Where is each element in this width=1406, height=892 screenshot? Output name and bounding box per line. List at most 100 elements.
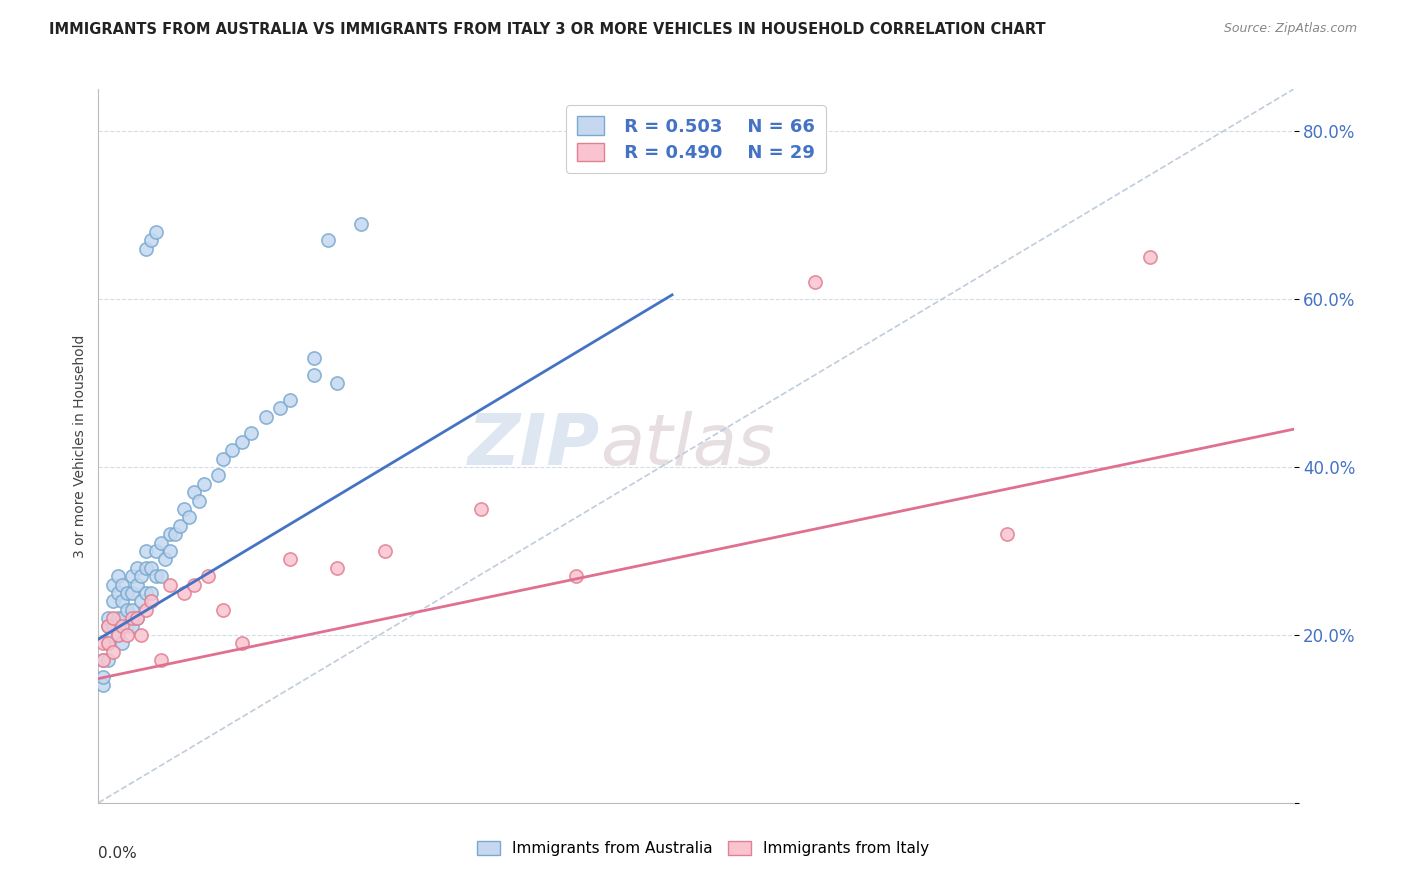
Point <box>125 611 148 625</box>
Point <box>149 569 172 583</box>
Point <box>254 409 277 424</box>
Point <box>804 275 827 289</box>
Point <box>197 569 219 583</box>
Point <box>91 653 114 667</box>
Point <box>111 577 134 591</box>
Point <box>111 619 134 633</box>
Point <box>131 569 153 583</box>
Point <box>121 611 143 625</box>
Point <box>115 603 138 617</box>
Point <box>121 569 143 583</box>
Point <box>159 544 181 558</box>
Point <box>470 502 492 516</box>
Point <box>125 611 148 625</box>
Point <box>145 225 167 239</box>
Point <box>169 518 191 533</box>
Point <box>145 544 167 558</box>
Point <box>91 670 114 684</box>
Point <box>107 628 129 642</box>
Point <box>115 619 138 633</box>
Point <box>183 485 205 500</box>
Point <box>1139 250 1161 264</box>
Point <box>163 527 186 541</box>
Point <box>159 577 181 591</box>
Point <box>211 603 233 617</box>
Point <box>115 586 138 600</box>
Legend: Immigrants from Australia, Immigrants from Italy: Immigrants from Australia, Immigrants fr… <box>471 835 935 862</box>
Point <box>231 636 253 650</box>
Point <box>302 368 325 382</box>
Point <box>125 560 148 574</box>
Point <box>121 586 143 600</box>
Point <box>183 577 205 591</box>
Point <box>101 645 124 659</box>
Point <box>97 636 120 650</box>
Point <box>97 619 120 633</box>
Point <box>159 527 181 541</box>
Point <box>316 233 339 247</box>
Point <box>173 586 195 600</box>
Point <box>135 560 157 574</box>
Point <box>97 636 120 650</box>
Point <box>91 636 114 650</box>
Point <box>221 443 243 458</box>
Point <box>350 217 373 231</box>
Point <box>91 653 114 667</box>
Point <box>565 569 588 583</box>
Point <box>97 619 120 633</box>
Point <box>139 560 162 574</box>
Point <box>326 376 349 390</box>
Point <box>121 619 143 633</box>
Point <box>107 569 129 583</box>
Point <box>995 527 1018 541</box>
Point <box>115 628 138 642</box>
Text: 0.0%: 0.0% <box>98 846 138 861</box>
Text: IMMIGRANTS FROM AUSTRALIA VS IMMIGRANTS FROM ITALY 3 OR MORE VEHICLES IN HOUSEHO: IMMIGRANTS FROM AUSTRALIA VS IMMIGRANTS … <box>49 22 1046 37</box>
Point <box>179 510 201 524</box>
Point <box>135 603 157 617</box>
Text: atlas: atlas <box>600 411 775 481</box>
Point <box>374 544 396 558</box>
Point <box>101 628 124 642</box>
Point <box>155 552 177 566</box>
Point <box>173 502 195 516</box>
Point <box>101 611 124 625</box>
Text: Source: ZipAtlas.com: Source: ZipAtlas.com <box>1223 22 1357 36</box>
Point <box>139 586 162 600</box>
Point <box>121 603 143 617</box>
Point <box>145 569 167 583</box>
Point <box>240 426 263 441</box>
Y-axis label: 3 or more Vehicles in Household: 3 or more Vehicles in Household <box>73 334 87 558</box>
Point <box>135 586 157 600</box>
Point <box>149 535 172 549</box>
Point <box>111 636 134 650</box>
Point <box>107 628 129 642</box>
Point <box>125 577 148 591</box>
Point <box>231 434 253 449</box>
Point <box>278 392 301 407</box>
Point <box>149 653 172 667</box>
Point <box>107 586 129 600</box>
Point <box>91 678 114 692</box>
Text: ZIP: ZIP <box>468 411 600 481</box>
Point <box>111 594 134 608</box>
Legend:  R = 0.503    N = 66,  R = 0.490    N = 29: R = 0.503 N = 66, R = 0.490 N = 29 <box>567 105 825 173</box>
Point <box>139 594 162 608</box>
Point <box>269 401 291 416</box>
Point <box>302 351 325 365</box>
Point <box>326 560 349 574</box>
Point <box>207 468 229 483</box>
Point <box>101 577 124 591</box>
Point <box>211 451 233 466</box>
Point <box>111 611 134 625</box>
Point <box>187 493 209 508</box>
Point <box>278 552 301 566</box>
Point <box>135 544 157 558</box>
Point <box>139 233 162 247</box>
Point <box>135 242 157 256</box>
Point <box>101 594 124 608</box>
Point <box>101 619 124 633</box>
Point <box>97 611 120 625</box>
Point <box>131 594 153 608</box>
Point <box>193 476 215 491</box>
